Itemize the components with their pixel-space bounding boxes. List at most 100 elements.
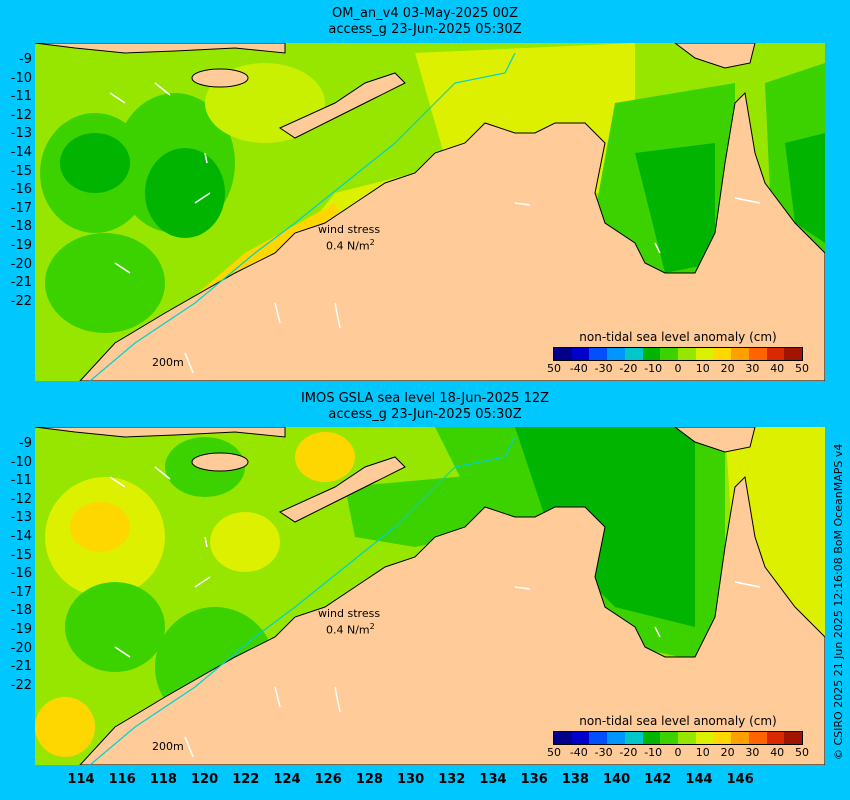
colorbar-swatch (624, 348, 643, 360)
colorbar-swatch (642, 732, 661, 744)
colorbar-tick-label: -20 (619, 746, 638, 759)
australia-mainland (79, 475, 825, 765)
colorbar-swatch (731, 348, 749, 360)
top-lat-label: -19 (10, 238, 32, 253)
top-lat-label: -16 (10, 182, 32, 198)
bottom-lat-label: -10 (10, 454, 32, 470)
lon-label: 130 (397, 772, 425, 787)
lon-label: 142 (644, 772, 672, 787)
colorbar-tick-label: 10 (695, 362, 710, 375)
sumba-island (191, 452, 249, 472)
colorbar-tick-label: 50 (547, 746, 561, 759)
bottom-map-svg (35, 427, 825, 765)
colorbar-tick-label: -10 (644, 362, 663, 375)
timor-island (278, 72, 406, 139)
colorbar-swatch (695, 732, 714, 744)
top-lat-label: -10 (10, 70, 32, 86)
bottom-panel-title: IMOS GSLA sea level 18-Jun-2025 12Z acce… (0, 391, 850, 423)
top-lat-label: -12 (10, 107, 32, 123)
colorbar-swatch (695, 348, 714, 360)
colorbar-swatch (642, 348, 661, 360)
top-lat-label: -9 (19, 52, 32, 67)
colorbar-tick-label: 20 (720, 362, 735, 375)
lon-label: 124 (273, 772, 301, 787)
bottom-lat-label: -15 (10, 547, 32, 563)
bathymetry-200m-contour (89, 52, 516, 381)
colorbar-tick-label: 0 (674, 746, 682, 759)
lon-label: 126 (314, 772, 342, 787)
top-map-panel (35, 43, 825, 381)
bottom-colorbar: non-tidal sea level anomaly (cm) 50 -40 -3… (547, 714, 809, 759)
top-wind-stress-legend: wind stress 0.4 N/m2 (318, 223, 380, 253)
colorbar-swatch (713, 348, 732, 360)
bottom-wind-stress-value: 0.4 N/m (326, 623, 370, 637)
top-colorbar-ticks: 50 -40 -30 -20 -10 0 10 20 30 40 50 (547, 361, 809, 375)
colorbar-tick-label: -30 (594, 746, 613, 759)
top-lat-label: -22 (10, 293, 32, 309)
colorbar-tick-label: 40 (770, 746, 785, 759)
colorbar-tick-label: -40 (569, 362, 588, 375)
colorbar-swatch (554, 732, 572, 744)
bottom-lat-label: -20 (10, 640, 32, 656)
bottom-map-panel (35, 427, 825, 765)
lon-label: 134 (479, 772, 507, 787)
colorbar-swatch (571, 732, 590, 744)
bathymetry-200m-contour (89, 436, 516, 765)
bottom-lat-label: -16 (10, 566, 32, 582)
colorbar-tick-label: 10 (695, 746, 710, 759)
top-wind-stress-unit: 2 (369, 238, 375, 247)
bottom-colorbar-strip (553, 731, 803, 745)
colorbar-tick-label: -20 (619, 362, 638, 375)
lon-label: 122 (232, 772, 260, 787)
colorbar-swatch (766, 348, 785, 360)
colorbar-swatch (589, 348, 608, 360)
nusa-tenggara-islands (35, 43, 286, 54)
credit-text: © CSIRO 2025 21 Jun 2025 12:16:08 BoM Oc… (832, 443, 845, 760)
new-guinea-coast (674, 43, 756, 69)
colorbar-tick-label: 0 (674, 362, 682, 375)
colorbar-tick-label: 50 (547, 362, 561, 375)
timor-island (278, 456, 406, 523)
colorbar-swatch (784, 732, 803, 744)
colorbar-swatch (660, 348, 679, 360)
colorbar-swatch (607, 732, 625, 744)
top-lat-label: -21 (10, 275, 32, 291)
top-lat-label: -17 (10, 200, 32, 216)
top-lat-label: -15 (10, 163, 32, 179)
bottom-lat-label: -17 (10, 584, 32, 600)
lon-label: 118 (149, 772, 177, 787)
lon-label: 146 (726, 772, 754, 787)
colorbar-swatch (678, 732, 696, 744)
lon-label: 128 (355, 772, 383, 787)
bottom-colorbar-title: non-tidal sea level anomaly (cm) (579, 714, 777, 728)
colorbar-swatch (713, 732, 732, 744)
colorbar-swatch (624, 732, 643, 744)
bottom-title-line2: access_g 23-Jun-2025 05:30Z (328, 407, 522, 422)
bottom-lat-label: -22 (10, 677, 32, 693)
colorbar-swatch (748, 732, 767, 744)
lon-label: 120 (191, 772, 219, 787)
bottom-lat-label: -11 (10, 473, 32, 489)
top-colorbar-strip (553, 347, 803, 361)
sumba-island (191, 68, 249, 88)
colorbar-swatch (766, 732, 785, 744)
bottom-lat-label: -18 (10, 603, 32, 619)
colorbar-tick-label: -10 (644, 746, 663, 759)
top-wind-stress-value: 0.4 N/m (326, 239, 370, 253)
top-title-line2: access_g 23-Jun-2025 05:30Z (328, 22, 522, 37)
australia-mainland (79, 91, 825, 381)
lon-label: 132 (438, 772, 466, 787)
bottom-lat-label: -21 (10, 659, 32, 675)
colorbar-swatch (748, 348, 767, 360)
lon-label: 116 (108, 772, 136, 787)
top-title-line1: OM_an_v4 03-May-2025 00Z (332, 6, 518, 21)
bottom-lat-label: -13 (10, 510, 32, 526)
colorbar-tick-label: -30 (594, 362, 613, 375)
lon-label: 114 (67, 772, 95, 787)
top-lat-label: -13 (10, 126, 32, 142)
bottom-wind-stress-legend: wind stress 0.4 N/m2 (318, 607, 380, 637)
colorbar-swatch (554, 348, 572, 360)
bottom-title-line1: IMOS GSLA sea level 18-Jun-2025 12Z (300, 391, 550, 406)
top-wind-arrows (109, 82, 761, 374)
colorbar-swatch (731, 732, 749, 744)
